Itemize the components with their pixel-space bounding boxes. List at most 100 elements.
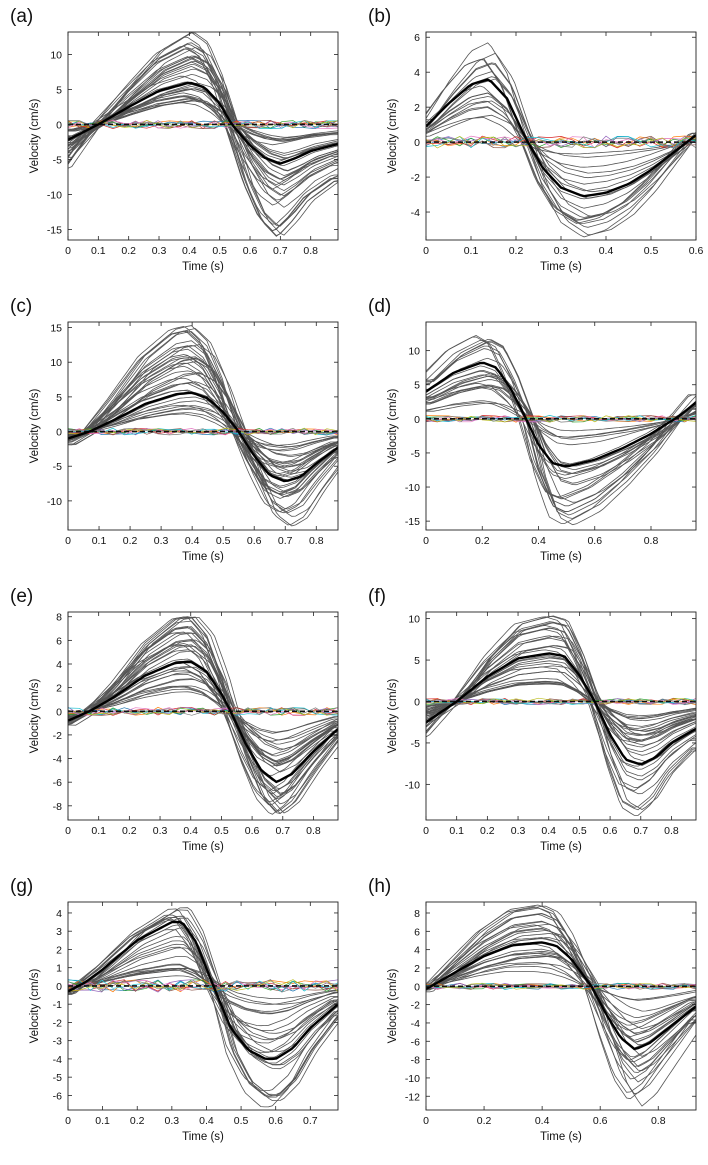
curve xyxy=(68,691,338,763)
noise-curve xyxy=(68,979,338,993)
noise-curve xyxy=(68,979,338,993)
y-tick-label: -1 xyxy=(53,999,62,1011)
curve xyxy=(426,385,696,446)
x-tick-label: 0 xyxy=(423,535,429,547)
curve xyxy=(426,379,696,467)
y-tick-label: 0 xyxy=(414,696,420,708)
x-axis-label: Time (s) xyxy=(182,261,224,273)
chart-e: 0 0.1 0.2 0.3 0.4 0.5 0.6 0.7 0.8 8 6 4 2 0 -2 -4 -6 -8 Ti… xyxy=(29,611,339,853)
x-tick-label: 0.6 xyxy=(243,245,258,257)
x-tick-label: 0.5 xyxy=(216,535,231,547)
x-tick-label: 0.2 xyxy=(121,245,136,257)
x-tick-label: 0.4 xyxy=(535,1115,550,1127)
x-tick-label: 0.3 xyxy=(511,825,526,837)
x-tick-label: 0.8 xyxy=(664,825,679,837)
curve xyxy=(426,62,696,236)
curve xyxy=(68,672,338,790)
y-tick-label: -12 xyxy=(405,1091,420,1103)
mean-curve xyxy=(426,78,696,198)
curve xyxy=(68,43,338,180)
x-tick-label: 0.5 xyxy=(212,245,227,257)
noise-curve xyxy=(68,979,338,993)
curve xyxy=(426,645,696,736)
curve xyxy=(426,904,696,1023)
curve xyxy=(426,114,696,228)
curve xyxy=(68,358,338,456)
y-tick-label: 0 xyxy=(414,137,420,149)
curve xyxy=(426,375,696,440)
y-tick-label: -5 xyxy=(53,154,62,166)
curve xyxy=(68,917,338,1031)
mean-curve xyxy=(426,361,696,468)
curve xyxy=(426,106,696,200)
curve xyxy=(68,60,338,159)
noise-curve xyxy=(68,707,338,716)
curve xyxy=(68,392,338,526)
chart-g: 0 0.1 0.2 0.3 0.4 0.5 0.6 0.7 4 3 2 1 0 -1 -2 -3 -4 -5 -6 T… xyxy=(29,901,339,1143)
y-tick-label: 4 xyxy=(56,659,62,671)
curve xyxy=(68,365,338,451)
y-tick-label: -4 xyxy=(411,207,420,219)
curve xyxy=(68,344,338,510)
curve xyxy=(68,32,338,208)
curve xyxy=(68,362,338,499)
curve xyxy=(426,357,696,519)
curve xyxy=(68,85,338,236)
x-axis-label: Time (s) xyxy=(182,1131,224,1143)
y-tick-label: 0 xyxy=(56,981,62,993)
mean-curve xyxy=(426,941,696,1051)
noise-curve xyxy=(68,120,338,129)
curve xyxy=(426,402,696,524)
x-tick-label: 0.3 xyxy=(153,825,168,837)
noise-curve xyxy=(426,415,696,423)
y-tick-label: 0 xyxy=(414,981,420,993)
y-tick-label: -5 xyxy=(53,461,62,473)
curve xyxy=(68,370,338,514)
chart-h: 0 0.2 0.4 0.6 0.8 8 6 4 2 0 -2 -4 -6 -8 -10 -12 Time (s)… xyxy=(387,901,697,1143)
x-tick-label: 0.2 xyxy=(130,1115,145,1127)
y-tick-label: -10 xyxy=(405,1073,420,1085)
chart-d: 0 0.2 0.4 0.6 0.8 10 5 0 -5 -10 -15 Time (s) Velocit… xyxy=(387,321,697,563)
curve xyxy=(68,407,338,472)
y-tick-label: 10 xyxy=(50,357,62,369)
y-tick-label: 0 xyxy=(56,706,62,718)
y-tick-label: 15 xyxy=(50,323,62,335)
x-tick-label: 0.6 xyxy=(603,825,618,837)
curve xyxy=(68,667,338,776)
y-tick-label: 6 xyxy=(56,635,62,647)
chart-c: 0 0.1 0.2 0.3 0.4 0.5 0.6 0.7 0.8 15 10 5 0 -5 -10 Time… xyxy=(29,321,339,563)
y-tick-label: -10 xyxy=(47,496,62,508)
y-tick-label: -2 xyxy=(411,1000,420,1012)
noise-curve xyxy=(426,135,696,149)
y-tick-label: -5 xyxy=(53,1072,62,1084)
panel-label: (f) xyxy=(368,586,386,607)
curve xyxy=(426,63,696,174)
curve xyxy=(426,629,696,788)
x-tick-label: 0.2 xyxy=(477,1115,492,1127)
curve xyxy=(68,632,338,773)
curve xyxy=(426,921,696,1067)
x-tick-label: 0.5 xyxy=(214,825,229,837)
curve xyxy=(68,325,338,446)
curve xyxy=(68,909,338,1005)
x-tick-label: 0.3 xyxy=(154,535,169,547)
curve xyxy=(426,385,696,503)
curve xyxy=(68,919,338,1015)
noise-curve xyxy=(426,136,696,148)
x-axis-label: Time (s) xyxy=(182,841,224,853)
y-tick-label: 8 xyxy=(414,908,420,920)
x-tick-label: 0.2 xyxy=(475,535,490,547)
curve xyxy=(68,382,338,493)
y-tick-label: -4 xyxy=(411,1018,420,1030)
panel-h: (h) 0 0.2 0.4 0.6 0.8 8 6 4 2 0 -2 -4 -6 -8 -10 -12 Time … xyxy=(358,870,708,1160)
y-tick-label: 4 xyxy=(56,908,62,920)
curve xyxy=(426,387,696,500)
curve xyxy=(426,85,696,224)
mean-curve xyxy=(68,81,338,165)
y-tick-label: -6 xyxy=(53,1090,62,1102)
curve xyxy=(68,390,338,477)
y-tick-label: 5 xyxy=(414,380,420,392)
y-tick-label: 6 xyxy=(414,32,420,44)
y-axis-label: Velocity (cm/s) xyxy=(29,388,41,463)
x-tick-label: 0.3 xyxy=(165,1115,180,1127)
